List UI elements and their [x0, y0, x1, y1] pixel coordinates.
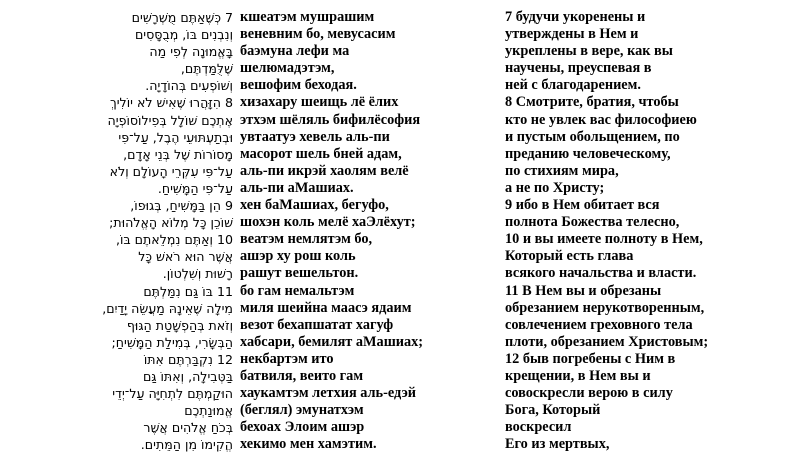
hebrew-line: מִילָה שֶׁאֵינָהּ מַעֲשֵׂה יָדַיִם, — [102, 300, 233, 316]
russian-line: плоти, обрезанием Христовым; — [505, 333, 709, 350]
russian-line: и пустым обольщением, по — [505, 128, 680, 145]
russian-line: крещении, в Нем вы и — [505, 367, 651, 384]
transliteration-line: хаукамтэм летхия аль-едэй — [240, 385, 417, 402]
russian-line: утверждены в Нем и — [505, 26, 639, 43]
transliteration-line: хабсари, бемилят аМашиах; — [240, 333, 424, 350]
hebrew-line: אֲשֶׁר הוּא רֹאשׁ כָּל — [138, 249, 233, 265]
russian-line: кто не увлек вас философиею — [505, 111, 697, 128]
transliteration-line: шохэн коль мелё хаЭлёхут; — [240, 214, 416, 231]
transliteration-line: масорот шель бней адам, — [240, 145, 402, 162]
russian-line: 7 будучи укоренены и — [505, 9, 646, 25]
hebrew-line: בְּכֹחַ אֱלֹהִים אֲשֶׁר — [143, 420, 233, 436]
russian-line: укреплены в вере, как вы — [505, 43, 673, 60]
transliteration-line: бо гам немальтэм — [240, 282, 355, 299]
transliteration-line: кшеатэм мушрашим — [240, 9, 375, 25]
transliteration-line: (беглял) эмунатхэм — [240, 402, 364, 419]
russian-line: совлечением греховного тела — [505, 316, 693, 333]
russian-line: 8 Смотрите, братия, чтобы — [505, 94, 679, 111]
russian-line: 10 и вы имеете полноту в Нем, — [505, 231, 703, 248]
transliteration-line: ашэр ху рош коль — [240, 248, 356, 265]
russian-line: полнота Божества телесно, — [505, 214, 680, 231]
russian-line: а не по Христу; — [505, 179, 605, 196]
hebrew-line: הֱקִימוֹ מִן הַמֵּתִים. — [140, 437, 233, 453]
hebrew-line: בָּאֱמוּנָה לְפִי מַה — [149, 44, 233, 60]
transliteration-line: миля шеийна маасэ ядаим — [240, 299, 412, 316]
hebrew-line: הַבְּשָׂרִי, בְּמִילַת הַמָּשִׁיחַ; — [111, 334, 233, 350]
hebrew-line: שֶׁלֻּמַּדְתֶּם, — [180, 61, 233, 77]
russian-line: обрезанием нерукотворенным, — [505, 299, 705, 316]
hebrew-line: וְשׁוֹפְעִים בְּהוֹדָיָה. — [145, 78, 233, 94]
hebrew-column: 7 כְּשֶׁאַתֶּם מֻשְׁרָשִׁים וְנִבְנִים בּ… — [0, 9, 233, 453]
hebrew-line: הוּקַמְתֶּם לִתְחִיָּה עַל־יְדֵי — [112, 386, 233, 402]
hebrew-line: וְזֹאת בְּהַפְשָׁטַת הַגּוּף — [126, 317, 233, 333]
hebrew-line: 9 הֵן בַּמָּשִׁיחַ, בְּגוּפוֹ, — [130, 198, 233, 214]
transliteration-line: вешофим беходая. — [240, 77, 357, 94]
transliteration-line: хен баМашиах, бегуфо, — [240, 197, 389, 214]
transliteration-line: везот бехапшатат хагуф — [240, 316, 394, 333]
transliteration-line: бехоах Элоим ашэр — [240, 419, 365, 436]
transliteration-line: веневним бо, мевусасим — [240, 26, 396, 43]
hebrew-line: שׁוֹכֵן כָּל מְלוֹא הָאֱלֹהוּת; — [109, 215, 233, 231]
russian-line: 11 В Нем вы и обрезаны — [505, 282, 662, 299]
hebrew-line: 12 נִקְבַּרְתֶּם אִתּוֹ — [143, 351, 233, 367]
russian-line: 12 быв погребены с Ним в — [505, 350, 676, 367]
russian-line: Который есть глава — [505, 248, 634, 265]
transliteration-column: кшеатэм мушрашим веневним бо, мевусасим ба… — [240, 9, 498, 453]
transliteration-line: шелюмадэтэм, — [240, 60, 335, 77]
russian-translation-column: 7 будучи укоренены и утверждены в Нем и ук… — [505, 9, 797, 453]
hebrew-line: עַל־פִּי הַמָּשִׁיחַ. — [157, 180, 233, 196]
transliteration-line: этхэм шёляль бифилёсофия — [240, 111, 421, 128]
transliteration-line: баэмуна лефи ма — [240, 43, 350, 60]
transliteration-line: рашут вешельтон. — [240, 265, 359, 282]
transliteration-line: некбартэм ито — [240, 350, 334, 367]
russian-line: всякого начальства и власти. — [505, 265, 697, 282]
russian-line: 9 ибо в Нем обитает вся — [505, 197, 660, 214]
hebrew-line: בַּטְּבִילָה, וְאִתּוֹ גַּם — [142, 368, 233, 384]
transliteration-line: аль-пи икрэй хаолям велё — [240, 162, 409, 179]
hebrew-line: וְנִבְנִים בּוֹ, מְבֻסָּסִים — [134, 27, 233, 43]
russian-line: воскресил — [505, 419, 572, 436]
hebrew-line: אֶתְכֶם שׁוֹלָל בְּפִילוֹסוֹפְיָה — [107, 112, 233, 128]
transliteration-line: хекимо мен хамэтим. — [240, 436, 377, 453]
hebrew-line: וּבְתַעְתּוּעֵי הֶבֶל, עַל־פִּי — [118, 129, 233, 145]
russian-line: научены, преуспевая в — [505, 60, 652, 77]
hebrew-line: אֱמוּנַתְכֶם — [184, 403, 233, 419]
transliteration-line: веатэм немлятэм бо, — [240, 231, 373, 248]
russian-line: ней с благодарением. — [505, 77, 641, 94]
hebrew-line: 11 בּוֹ גַּם נִמַּלְתֶּם — [143, 283, 233, 299]
hebrew-line: מָסוֹרוֹת שֶׁל בְּנֵי אָדָם, — [123, 146, 233, 162]
russian-line: преданию человеческому, — [505, 145, 671, 162]
hebrew-line: עַל־פִּי עִקְּרֵי הָעוֹלָם וְלֹא — [109, 163, 233, 179]
hebrew-line: 7 כְּשֶׁאַתֶּם מֻשְׁרָשִׁים — [131, 10, 233, 25]
hebrew-line: רָשׁוּת וְשִׁלְטוֹן. — [162, 266, 233, 282]
russian-line: Бога, Который — [505, 402, 601, 419]
hebrew-line: 10 וְאַתֶּם נִמְלֵאתֶם בּוֹ, — [115, 232, 233, 248]
hebrew-line: 8 הִזָּהֲרוּ שֶׁאִישׁ לֹא יוֹלִיךְ — [109, 95, 233, 111]
transliteration-line: увтаатуэ хевель аль-пи — [240, 128, 390, 145]
russian-line: совоскресли верою в силу — [505, 385, 673, 402]
transliteration-line: хизахару шеищь лё ёлих — [240, 94, 399, 111]
russian-line: Его из мертвых, — [505, 436, 610, 453]
transliteration-line: батвиля, веито гам — [240, 367, 364, 384]
transliteration-line: аль-пи аМашиах. — [240, 179, 354, 196]
russian-line: по стихиям мира, — [505, 162, 619, 179]
